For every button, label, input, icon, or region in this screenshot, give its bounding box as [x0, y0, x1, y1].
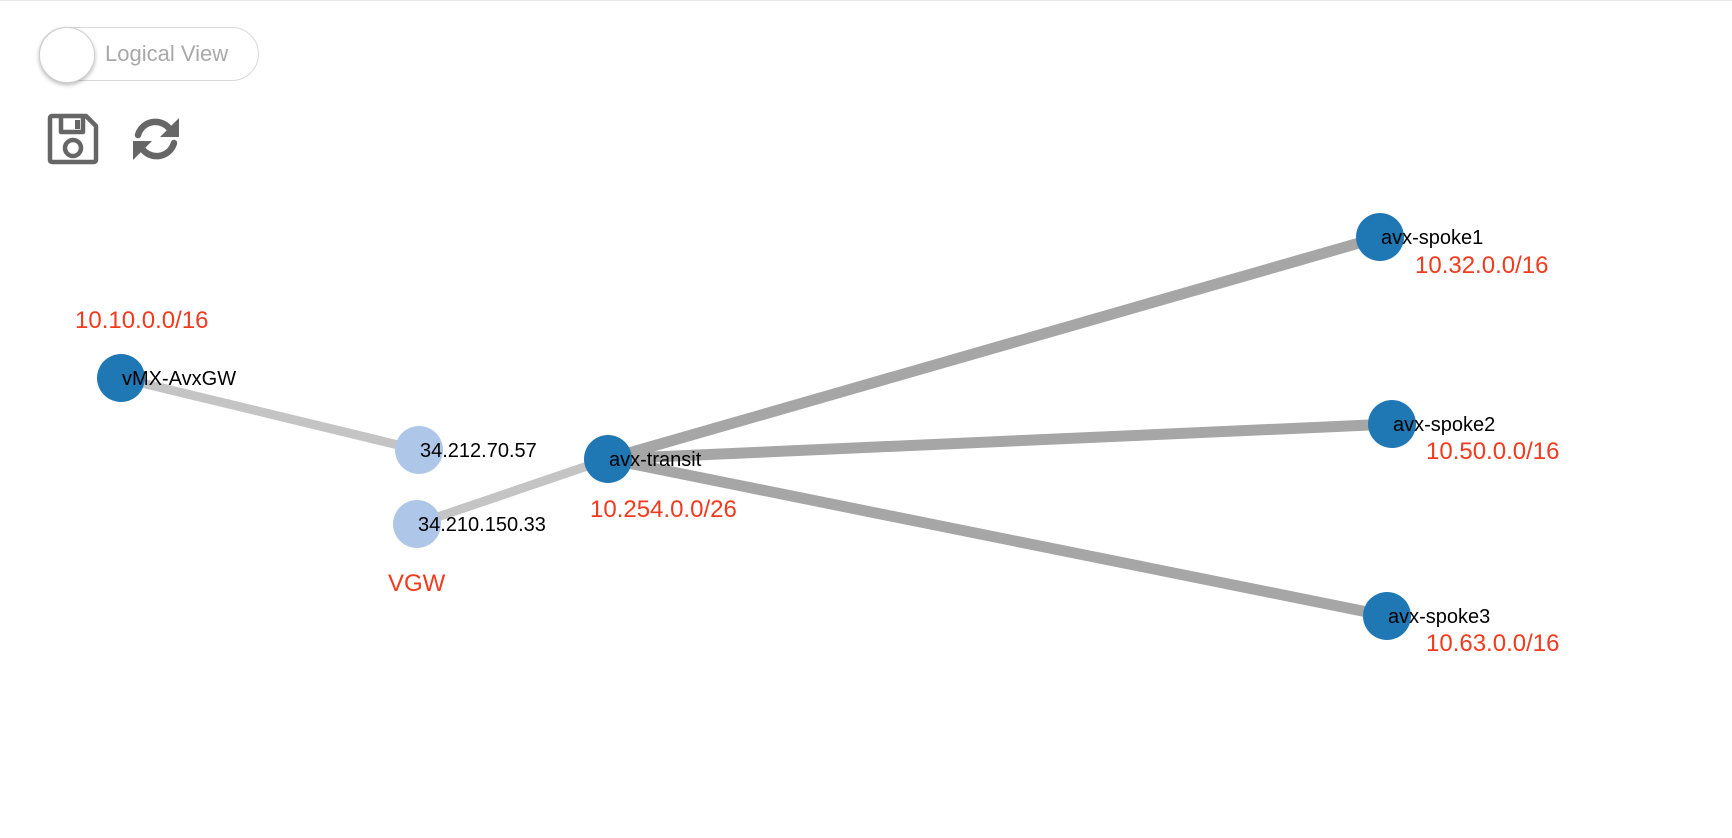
node-label-spoke3: avx-spoke3	[1388, 606, 1490, 628]
node-spoke3[interactable]	[1363, 592, 1411, 640]
subnet-label-vmx: 10.10.0.0/16	[75, 307, 208, 334]
node-vmx[interactable]	[97, 354, 145, 402]
links-layer	[119, 231, 1393, 622]
node-label-ip1: 34.212.70.57	[420, 440, 537, 462]
save-icon	[47, 113, 99, 165]
refresh-icon	[133, 118, 179, 160]
logical-view-toggle[interactable]: Logical View	[39, 27, 259, 83]
link-vmx-ip1[interactable]	[119, 373, 421, 455]
subnet-label-transit: 10.254.0.0/26	[590, 496, 737, 523]
link-ip2-transit[interactable]	[415, 454, 610, 529]
link-transit-spoke1[interactable]	[606, 231, 1382, 465]
link-transit-spoke3[interactable]	[606, 453, 1389, 622]
node-ip2[interactable]	[393, 500, 441, 548]
refresh-button[interactable]	[130, 113, 182, 165]
save-button[interactable]	[47, 113, 99, 165]
subnet-label-spoke2: 10.50.0.0/16	[1426, 438, 1559, 465]
subnet-label-spoke1: 10.32.0.0/16	[1415, 252, 1548, 279]
node-transit[interactable]	[584, 435, 632, 483]
labels-layer: vMX-AvxGW 10.10.0.0/16 34.212.70.57 34.210.…	[75, 227, 1559, 657]
node-label-transit: avx-transit	[609, 449, 702, 471]
group-label-vgw: VGW	[388, 570, 446, 597]
nodes-layer	[97, 213, 1416, 640]
node-label-spoke1: avx-spoke1	[1381, 227, 1483, 249]
toggle-label: Logical View	[105, 41, 229, 66]
toggle-knob[interactable]	[39, 27, 95, 83]
node-label-spoke2: avx-spoke2	[1393, 414, 1495, 436]
node-spoke2[interactable]	[1368, 400, 1416, 448]
node-label-ip2: 34.210.150.33	[418, 514, 546, 536]
node-ip1[interactable]	[395, 426, 443, 474]
subnet-label-spoke3: 10.63.0.0/16	[1426, 630, 1559, 657]
link-transit-spoke2[interactable]	[607, 418, 1393, 465]
node-spoke1[interactable]	[1356, 213, 1404, 261]
node-label-vmx: vMX-AvxGW	[122, 368, 236, 390]
